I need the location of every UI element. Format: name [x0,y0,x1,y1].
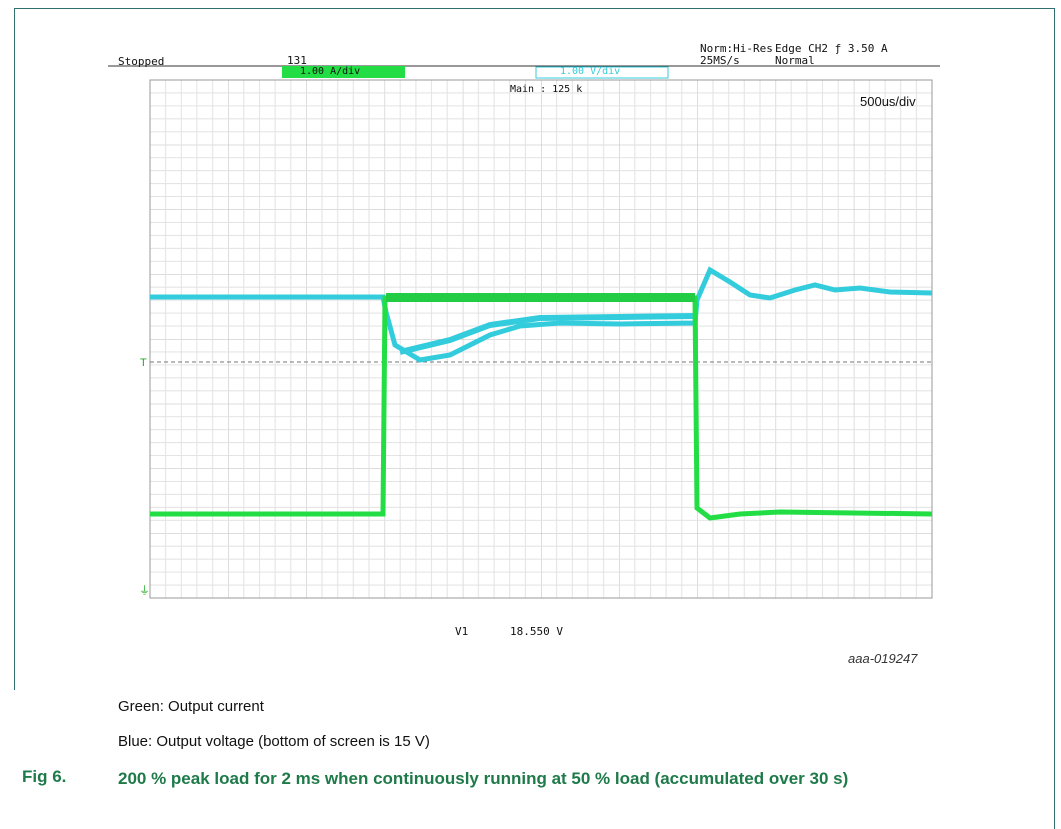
caption-number: Fig 6. [22,767,66,787]
cursor-label: V1 [455,625,468,638]
rate: 25MS/s [700,54,740,67]
note: Green: Output current [118,698,264,715]
trigger-marker: T [140,357,147,369]
timebase: 500us/div [860,94,916,109]
ch1-scale: 1.00 A/div [300,66,360,77]
note: Blue: Output voltage (bottom of screen i… [118,733,430,750]
ground-marker: ⏚ [139,584,150,597]
current-band [386,293,695,302]
status: Stopped [118,55,164,68]
trigger-mode: Normal [775,54,815,67]
grid [150,80,932,598]
main: Main : 125 k [510,84,582,95]
cursor-value: 18.550 V [510,625,563,638]
ch2-scale: 1.00 V/div [560,66,620,77]
figure-id: aaa-019247 [848,651,917,666]
page: T ⏚ Stopped 131 Norm:Hi-Res 25MS/s Edge … [0,0,1061,829]
caption-title: 200 % peak load for 2 ms when continuous… [118,767,1038,791]
